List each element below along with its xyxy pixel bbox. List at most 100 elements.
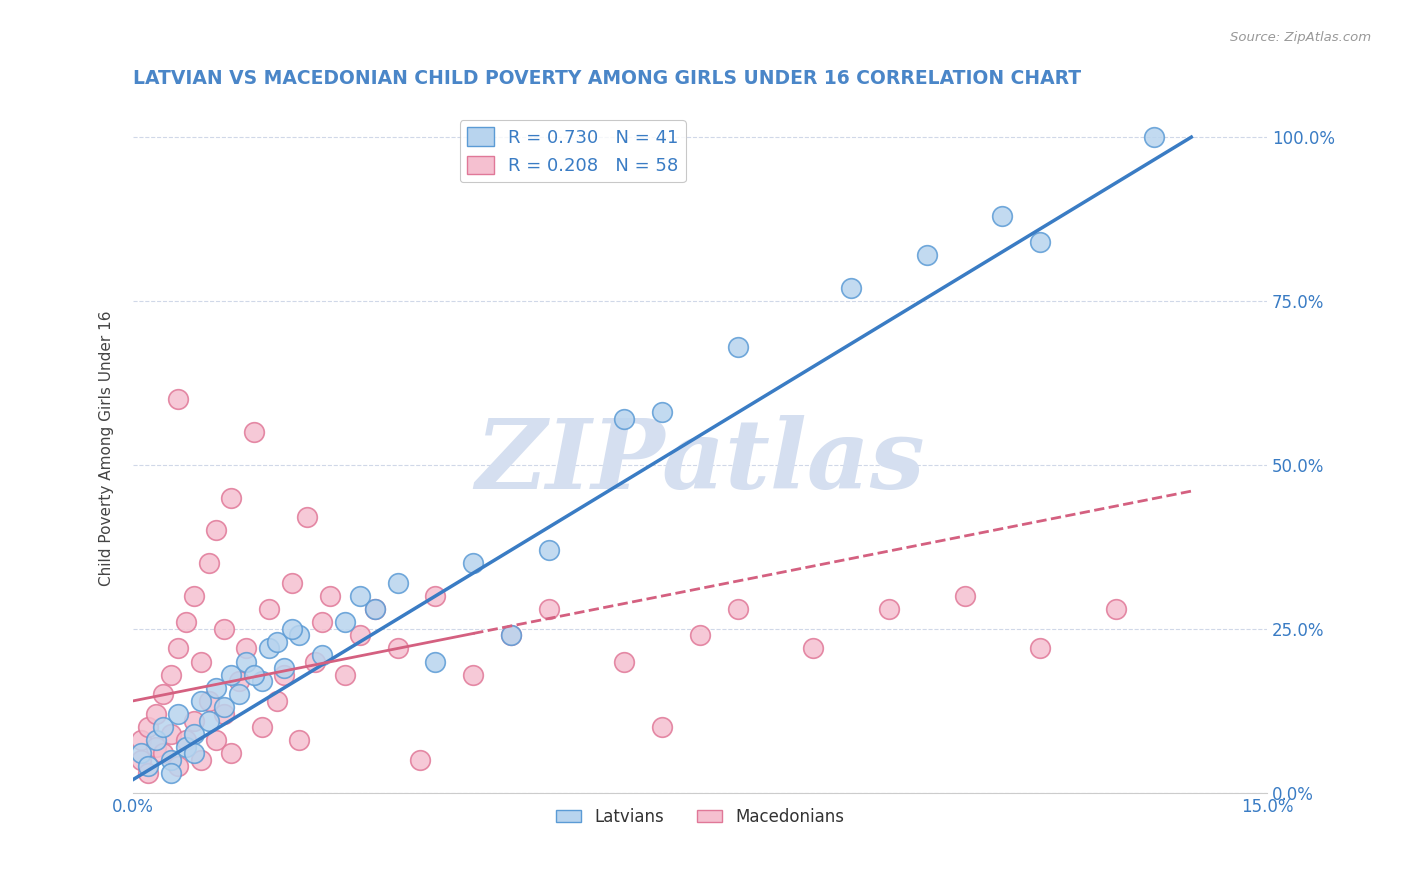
Point bbox=[1029, 641, 1052, 656]
Point bbox=[387, 575, 409, 590]
Point bbox=[136, 720, 159, 734]
Point bbox=[183, 714, 205, 728]
Point bbox=[145, 706, 167, 721]
Point bbox=[689, 628, 711, 642]
Point bbox=[613, 412, 636, 426]
Point bbox=[803, 641, 825, 656]
Point bbox=[266, 635, 288, 649]
Point bbox=[183, 589, 205, 603]
Point bbox=[212, 622, 235, 636]
Point bbox=[463, 667, 485, 681]
Point bbox=[387, 641, 409, 656]
Point bbox=[167, 641, 190, 656]
Point bbox=[167, 759, 190, 773]
Point bbox=[425, 589, 447, 603]
Point bbox=[288, 733, 311, 747]
Point bbox=[295, 510, 318, 524]
Point bbox=[212, 706, 235, 721]
Point bbox=[364, 602, 387, 616]
Point bbox=[349, 589, 371, 603]
Point bbox=[537, 602, 560, 616]
Point bbox=[152, 720, 174, 734]
Point bbox=[145, 733, 167, 747]
Point bbox=[235, 655, 257, 669]
Point bbox=[727, 602, 749, 616]
Point bbox=[311, 615, 333, 630]
Point bbox=[281, 622, 304, 636]
Point bbox=[190, 694, 212, 708]
Point bbox=[953, 589, 976, 603]
Point bbox=[228, 674, 250, 689]
Point bbox=[221, 747, 243, 761]
Point bbox=[228, 687, 250, 701]
Point bbox=[250, 720, 273, 734]
Point bbox=[915, 248, 938, 262]
Point bbox=[318, 589, 340, 603]
Point bbox=[333, 667, 356, 681]
Point bbox=[197, 694, 219, 708]
Point bbox=[197, 556, 219, 570]
Point bbox=[537, 543, 560, 558]
Point bbox=[499, 628, 522, 642]
Point bbox=[190, 655, 212, 669]
Point bbox=[333, 615, 356, 630]
Point bbox=[205, 681, 228, 695]
Y-axis label: Child Poverty Among Girls Under 16: Child Poverty Among Girls Under 16 bbox=[100, 310, 114, 586]
Point bbox=[273, 661, 295, 675]
Point bbox=[257, 641, 280, 656]
Point bbox=[288, 628, 311, 642]
Point bbox=[463, 556, 485, 570]
Point bbox=[877, 602, 900, 616]
Point bbox=[129, 753, 152, 767]
Point bbox=[311, 648, 333, 662]
Point bbox=[499, 628, 522, 642]
Point bbox=[152, 747, 174, 761]
Point bbox=[349, 628, 371, 642]
Point bbox=[1105, 602, 1128, 616]
Point bbox=[129, 733, 152, 747]
Point bbox=[1142, 130, 1164, 145]
Point bbox=[129, 747, 152, 761]
Point bbox=[152, 687, 174, 701]
Point bbox=[1029, 235, 1052, 249]
Point bbox=[266, 694, 288, 708]
Point bbox=[839, 281, 862, 295]
Text: LATVIAN VS MACEDONIAN CHILD POVERTY AMONG GIRLS UNDER 16 CORRELATION CHART: LATVIAN VS MACEDONIAN CHILD POVERTY AMON… bbox=[134, 69, 1081, 87]
Point bbox=[205, 524, 228, 538]
Point bbox=[160, 726, 183, 740]
Point bbox=[364, 602, 387, 616]
Point bbox=[190, 753, 212, 767]
Point bbox=[160, 667, 183, 681]
Point bbox=[243, 425, 266, 439]
Point bbox=[136, 759, 159, 773]
Point bbox=[235, 641, 257, 656]
Point bbox=[409, 753, 432, 767]
Point bbox=[221, 667, 243, 681]
Point bbox=[197, 714, 219, 728]
Point bbox=[304, 655, 326, 669]
Point bbox=[167, 706, 190, 721]
Legend: Latvians, Macedonians: Latvians, Macedonians bbox=[548, 801, 851, 832]
Point bbox=[160, 753, 183, 767]
Point bbox=[174, 733, 197, 747]
Point bbox=[212, 700, 235, 714]
Point bbox=[651, 720, 673, 734]
Point bbox=[136, 766, 159, 780]
Point bbox=[160, 766, 183, 780]
Point bbox=[651, 405, 673, 419]
Point bbox=[991, 209, 1014, 223]
Point bbox=[727, 340, 749, 354]
Point bbox=[273, 667, 295, 681]
Point bbox=[250, 674, 273, 689]
Point bbox=[613, 655, 636, 669]
Point bbox=[281, 575, 304, 590]
Point bbox=[145, 739, 167, 754]
Text: ZIPatlas: ZIPatlas bbox=[475, 416, 925, 509]
Point bbox=[257, 602, 280, 616]
Point bbox=[205, 733, 228, 747]
Point bbox=[174, 739, 197, 754]
Point bbox=[183, 747, 205, 761]
Point bbox=[243, 667, 266, 681]
Point bbox=[425, 655, 447, 669]
Point bbox=[183, 726, 205, 740]
